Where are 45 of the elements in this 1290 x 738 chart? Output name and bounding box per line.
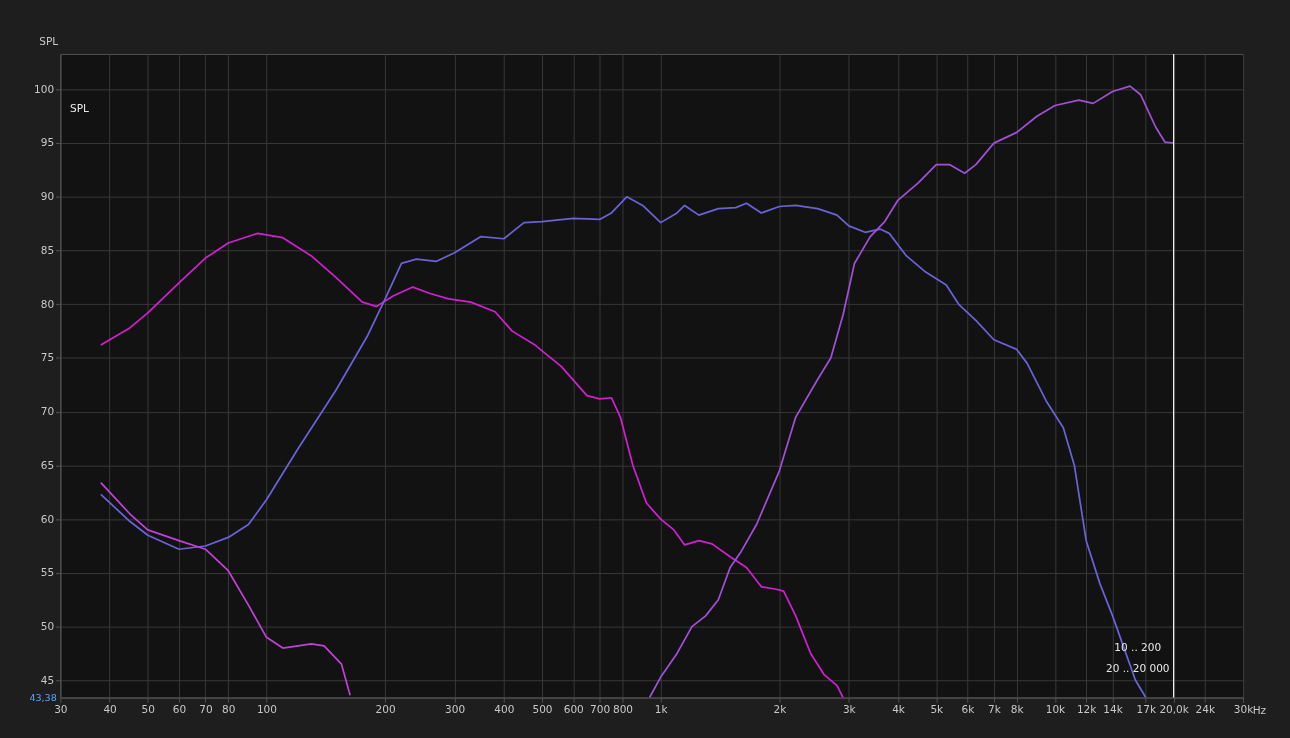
x-tick-label: 30	[54, 703, 68, 716]
x-tick-label: 7k	[987, 703, 1002, 716]
x-tick-label: 50	[141, 703, 155, 716]
x-tick-label: 4k	[892, 703, 906, 716]
x-tick-label: 10k	[1045, 703, 1067, 716]
x-tick-label: 40	[103, 703, 117, 716]
y-tick-label: 85	[40, 243, 55, 256]
x-tick-label: 20,0k	[1159, 703, 1190, 716]
x-tick-label: 14k	[1103, 703, 1124, 716]
y-tick-label: 90	[40, 190, 55, 203]
x-tick-label: 300	[445, 703, 466, 716]
y-tick-label: 55	[40, 566, 55, 579]
y-tick-label: 60	[40, 512, 55, 525]
x-tick-label: 400	[494, 703, 515, 716]
y-tick-label: 65	[40, 458, 55, 471]
x-tick-label: 700	[590, 703, 611, 716]
x-tick-label: 2k	[773, 703, 788, 716]
x-tick-label: 70	[199, 703, 213, 716]
x-axis-title: Hz	[1252, 703, 1267, 716]
y-axis-title: SPL	[39, 35, 59, 48]
x-tick-label: 500	[532, 703, 553, 716]
y-tick-label: 75	[40, 351, 55, 364]
x-tick-label: 600	[563, 703, 584, 716]
x-tick-label: 1k	[654, 703, 669, 716]
annotation: 20 .. 20 000	[1105, 661, 1170, 674]
y-tick-label: 70	[40, 405, 55, 418]
x-tick-label: 3k	[842, 703, 857, 716]
y-tick-label: 100	[34, 82, 55, 95]
y-tick-label: 95	[40, 136, 55, 149]
x-tick-label: 6k	[961, 703, 976, 716]
x-tick-label: 17k	[1136, 703, 1157, 716]
x-tick-label: 24k	[1195, 703, 1216, 716]
y-tick-label: 50	[40, 619, 55, 632]
text: 43,38	[29, 692, 57, 704]
x-tick-label: 60	[172, 703, 187, 716]
y-tick-label: 45	[40, 673, 55, 686]
x-tick-label: 5k	[930, 703, 945, 716]
x-tick-label: 200	[375, 703, 396, 716]
x-tick-label: 100	[256, 703, 277, 716]
y-tick-label: 80	[40, 297, 55, 310]
x-tick-label: 80	[222, 703, 236, 716]
x-tick-label: 8k	[1010, 703, 1025, 716]
x-tick-label: 800	[612, 703, 634, 716]
x-tick-label: 12k	[1076, 703, 1098, 716]
annotation: SPL	[70, 102, 90, 115]
